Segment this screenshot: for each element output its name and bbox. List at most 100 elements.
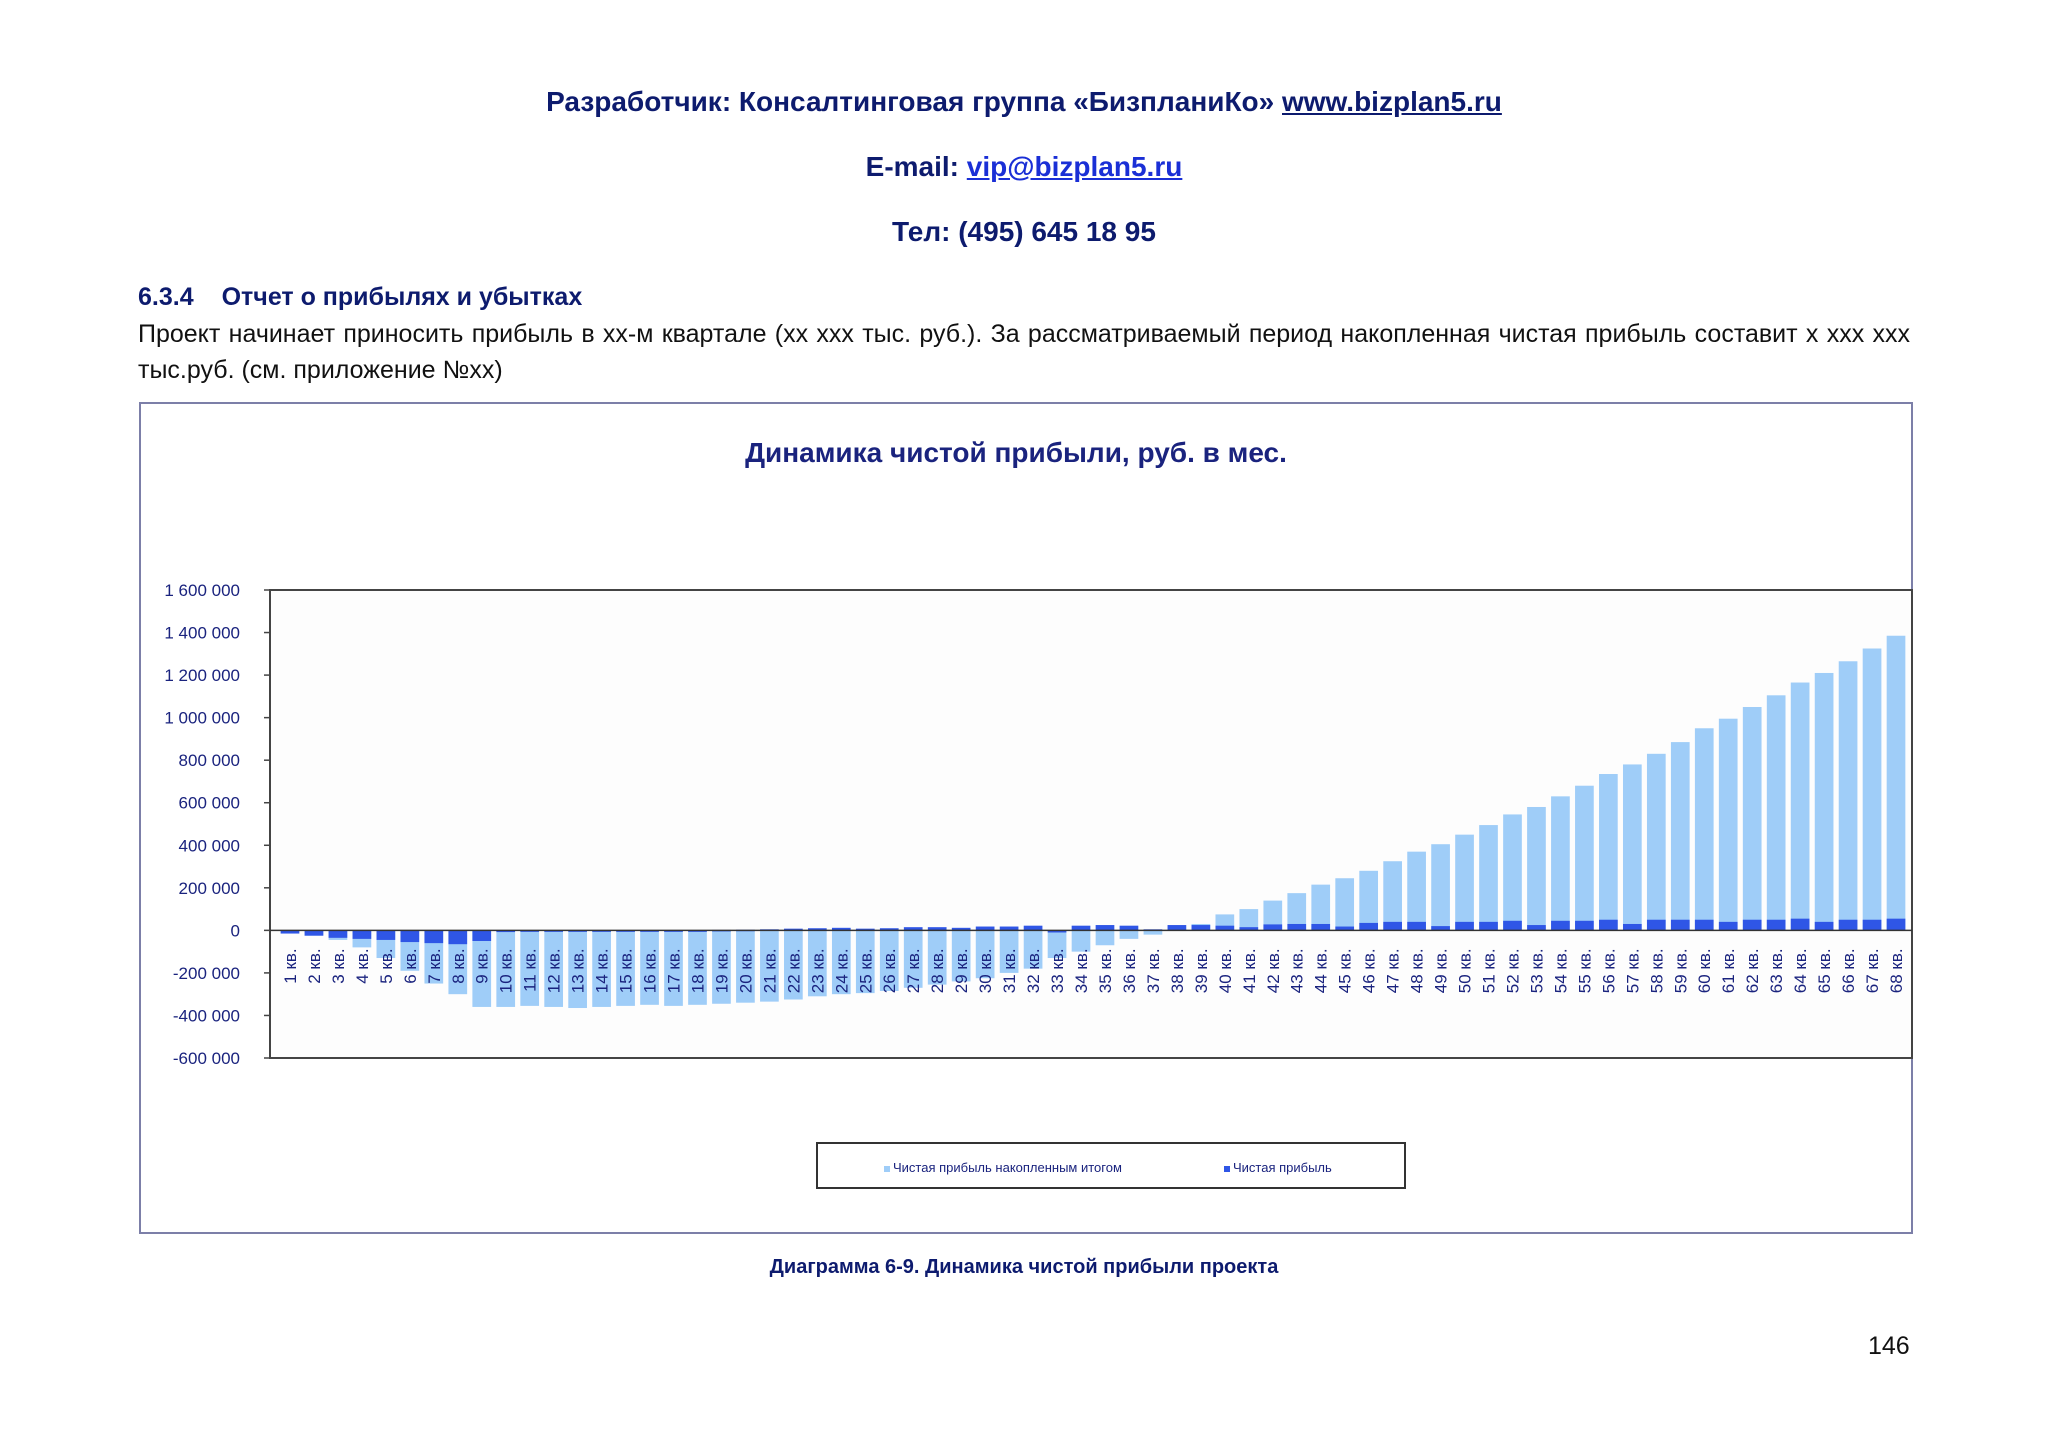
email-link[interactable]: vip@bizplan5.ru bbox=[966, 151, 1183, 182]
x-tick-label: 29 кв. bbox=[952, 948, 971, 993]
x-tick-label: 43 кв. bbox=[1288, 948, 1307, 993]
bar-cumulative bbox=[1838, 661, 1858, 931]
x-tick-label: 41 кв. bbox=[1240, 948, 1259, 993]
bar-cumulative bbox=[1047, 930, 1067, 959]
x-tick-label: 30 кв. bbox=[976, 948, 995, 993]
bar-cumulative bbox=[664, 930, 683, 1006]
x-tick-label: 28 кв. bbox=[928, 948, 947, 993]
bar-cumulative bbox=[1790, 682, 1810, 931]
x-tick-label: 40 кв. bbox=[1216, 948, 1235, 993]
bar-net bbox=[1814, 921, 1834, 931]
bar-cumulative bbox=[951, 930, 971, 982]
x-tick-label: 19 кв. bbox=[712, 948, 731, 993]
bar-net bbox=[1551, 920, 1570, 931]
x-tick-label: 59 кв. bbox=[1671, 948, 1690, 993]
x-tick-label: 4 кв. bbox=[353, 948, 372, 983]
bar-cumulative bbox=[855, 930, 875, 994]
x-tick-label: 13 кв. bbox=[569, 948, 588, 993]
bar-net bbox=[352, 930, 372, 939]
x-tick-label: 54 кв. bbox=[1551, 948, 1570, 993]
x-tick-label: 51 кв. bbox=[1480, 948, 1499, 993]
x-tick-label: 38 кв. bbox=[1168, 948, 1187, 993]
bar-cumulative bbox=[903, 930, 923, 988]
bar-cumulative bbox=[1263, 900, 1283, 931]
bar-cumulative bbox=[640, 930, 659, 1005]
bar-net bbox=[472, 930, 492, 941]
x-tick-label: 17 кв. bbox=[665, 948, 684, 993]
y-tick-label: 600 000 bbox=[179, 794, 240, 813]
section-title: Отчет о прибылях и убытках bbox=[221, 283, 583, 311]
legend-label-cumulative: Чистая прибыль накопленным итогом bbox=[893, 1160, 1122, 1175]
x-tick-label: 7 кв. bbox=[425, 948, 444, 983]
bar-cumulative bbox=[1407, 851, 1426, 931]
x-tick-label: 34 кв. bbox=[1072, 948, 1091, 993]
bar-cumulative bbox=[448, 930, 468, 995]
x-tick-label: 32 кв. bbox=[1024, 948, 1043, 993]
bar-cumulative bbox=[807, 930, 827, 997]
bar-cumulative bbox=[424, 930, 444, 984]
bar-net bbox=[1575, 920, 1594, 931]
x-tick-label: 18 кв. bbox=[688, 948, 707, 993]
bar-net bbox=[1335, 926, 1355, 931]
bar-net bbox=[1838, 919, 1858, 931]
x-tick-label: 21 кв. bbox=[760, 948, 779, 993]
x-tick-label: 42 кв. bbox=[1264, 948, 1283, 993]
bar-net bbox=[400, 930, 420, 943]
x-tick-label: 50 кв. bbox=[1456, 948, 1475, 993]
bar-net bbox=[1646, 919, 1666, 931]
bar-net bbox=[831, 927, 851, 931]
bar-cumulative bbox=[879, 930, 899, 991]
x-tick-label: 47 кв. bbox=[1384, 948, 1403, 993]
x-tick-label: 27 кв. bbox=[904, 948, 923, 993]
section-heading: 6.3.4 Отчет о прибылях и убытках bbox=[138, 283, 582, 312]
bar-net bbox=[879, 928, 899, 931]
bar-net bbox=[1790, 918, 1810, 931]
bar-cumulative bbox=[1670, 742, 1690, 931]
x-tick-label: 23 кв. bbox=[808, 948, 827, 993]
x-tick-label: 44 кв. bbox=[1312, 948, 1331, 993]
figure-caption: Диаграмма 6-9. Динамика чистой прибыли п… bbox=[769, 1256, 1279, 1278]
bar-cumulative bbox=[1527, 806, 1546, 931]
bar-net bbox=[1071, 925, 1091, 931]
bar-cumulative bbox=[616, 930, 635, 1006]
legend-label-net: Чистая прибыль bbox=[1233, 1160, 1332, 1175]
x-tick-label: 31 кв. bbox=[1000, 948, 1019, 993]
site-link[interactable]: www.bizplan5.ru bbox=[1282, 86, 1502, 117]
y-tick-label: -200 000 bbox=[173, 964, 240, 983]
bar-cumulative bbox=[712, 930, 731, 1004]
bar-net bbox=[975, 926, 995, 931]
x-tick-label: 37 кв. bbox=[1144, 948, 1163, 993]
x-tick-label: 68 кв. bbox=[1887, 948, 1906, 993]
chart-title: Динамика чистой прибыли, руб. в мес. bbox=[745, 437, 1287, 468]
bar-cumulative bbox=[1023, 930, 1043, 969]
bar-net bbox=[807, 928, 827, 931]
section-paragraph: Проект начинает приносить прибыль в хх-м… bbox=[138, 320, 1910, 384]
bar-cumulative bbox=[1143, 930, 1163, 935]
bar-cumulative bbox=[1311, 884, 1331, 931]
bar-net bbox=[1431, 926, 1450, 931]
bar-cumulative bbox=[1599, 774, 1618, 931]
x-tick-label: 22 кв. bbox=[784, 948, 803, 993]
bar-cumulative bbox=[1239, 909, 1259, 931]
x-tick-label: 16 кв. bbox=[641, 948, 660, 993]
x-tick-label: 3 кв. bbox=[329, 948, 348, 983]
x-tick-label: 25 кв. bbox=[856, 948, 875, 993]
bar-net bbox=[1191, 925, 1211, 931]
bar-net bbox=[1479, 921, 1498, 931]
y-tick-label: 800 000 bbox=[179, 751, 240, 770]
x-tick-label: 53 кв. bbox=[1527, 948, 1546, 993]
bar-net bbox=[280, 930, 300, 934]
bar-cumulative bbox=[1766, 695, 1786, 931]
x-tick-label: 49 кв. bbox=[1432, 948, 1451, 993]
bar-net bbox=[1047, 930, 1067, 933]
x-tick-label: 48 кв. bbox=[1408, 948, 1427, 993]
x-tick-label: 15 кв. bbox=[617, 948, 636, 993]
bar-net bbox=[376, 930, 396, 940]
bar-cumulative bbox=[831, 930, 851, 995]
x-tick-label: 1 кв. bbox=[281, 948, 300, 983]
bar-net bbox=[1263, 924, 1283, 931]
bar-cumulative bbox=[784, 930, 803, 1000]
x-tick-label: 56 кв. bbox=[1599, 948, 1618, 993]
bar-cumulative bbox=[1718, 718, 1738, 931]
x-tick-label: 33 кв. bbox=[1048, 948, 1067, 993]
